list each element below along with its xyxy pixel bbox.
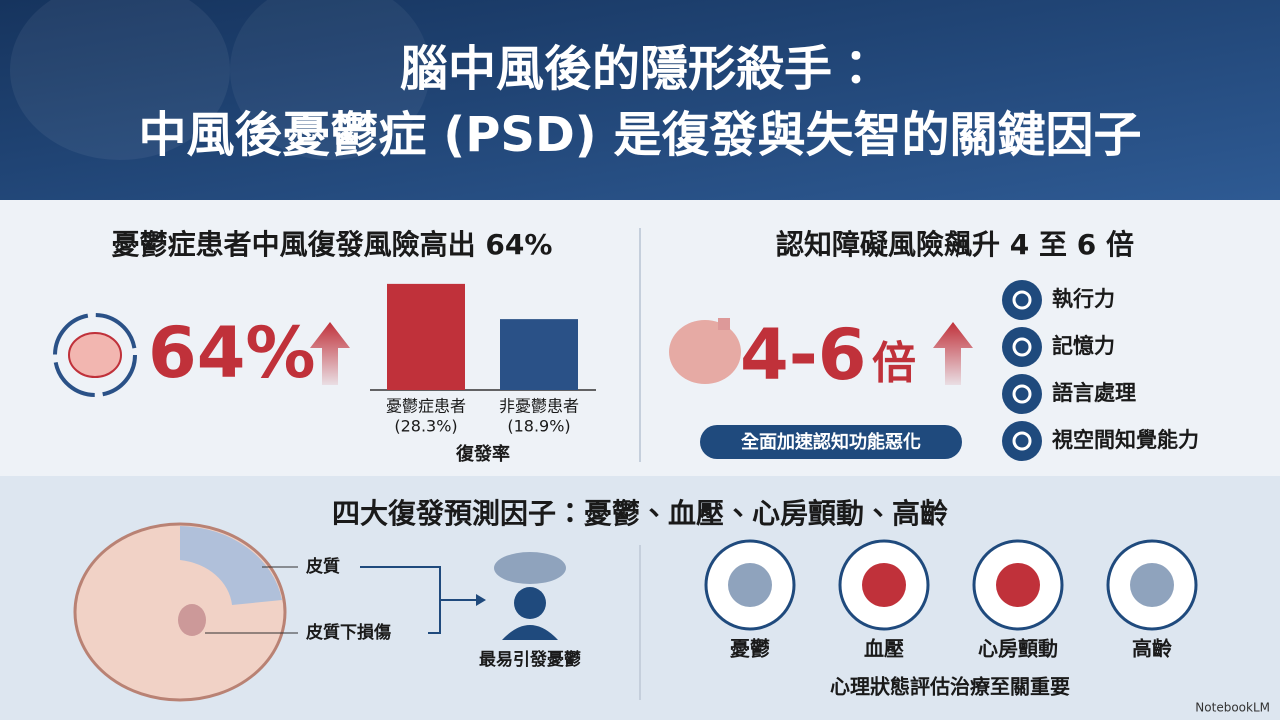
bracket (360, 566, 476, 634)
factor-label: 高齡 (1132, 637, 1172, 661)
arrow-head (476, 594, 486, 606)
header-deco (10, 0, 230, 160)
lesion-label: 皮質 (306, 556, 340, 577)
factor-icon-inner (996, 563, 1040, 607)
lesion-area (180, 526, 282, 605)
factor-label: 憂鬱 (730, 637, 770, 661)
up-arrow (310, 322, 350, 385)
watermark: NotebookLM (1195, 701, 1270, 715)
brain-icon (669, 320, 741, 384)
cycle-icon (53, 313, 137, 397)
brain-icon (68, 332, 122, 378)
domain-icon (1002, 327, 1042, 367)
factor-icon-inner (1130, 563, 1174, 607)
badge (700, 425, 962, 459)
badge-text: 全面加速認知功能惡化 (741, 431, 921, 453)
factor-icon-inner (728, 563, 772, 607)
domain-label: 記憶力 (1052, 334, 1115, 358)
domain-icon-inner (1012, 337, 1032, 357)
factor-label: 心房顫動 (978, 637, 1058, 661)
bar-value-label: (18.9%) (507, 417, 570, 436)
section-heading: 憂鬱症患者中風復發風險高出 64% (112, 228, 553, 261)
domain-icon-inner (1012, 431, 1032, 451)
stat: 4-6 (740, 314, 866, 396)
domain-label: 語言處理 (1052, 381, 1136, 405)
bar (387, 283, 465, 390)
domain-label: 執行力 (1052, 287, 1115, 311)
factor-icon-inner (862, 563, 906, 607)
header-bg (0, 0, 1280, 200)
section-heading: 四大復發預測因子：憂鬱、血壓、心房顫動、高齡 (332, 497, 948, 530)
title-line: 腦中風後的隱形殺手： (400, 41, 880, 97)
domain-icon-inner (1012, 290, 1032, 310)
domain-label: 視空間知覺能力 (1051, 428, 1199, 452)
factor-label: 血壓 (864, 637, 904, 661)
header-deco (230, 0, 430, 160)
outcome-label: 最易引發憂鬱 (479, 649, 581, 670)
lesion-subcortical (178, 604, 206, 636)
bar-value-label: (28.3%) (394, 417, 457, 436)
bar-axis-label: 復發率 (456, 443, 510, 465)
title-line: 中風後憂鬱症 (PSD) 是復發與失智的關鍵因子 (139, 107, 1142, 163)
bar (500, 319, 578, 390)
up-arrow (933, 322, 973, 385)
domain-icon (1002, 374, 1042, 414)
domain-icon (1002, 280, 1042, 320)
domain-icon (1002, 421, 1042, 461)
person-icon (502, 625, 558, 640)
stat: 64% (148, 312, 316, 394)
section-heading: 認知障礙風險飆升 4 至 6 倍 (776, 228, 1134, 261)
domain-icon-inner (1012, 384, 1032, 404)
cloud-icon (494, 552, 566, 584)
bar-category: 憂鬱症患者 (386, 397, 466, 416)
stat-unit: 倍 (872, 338, 916, 389)
note: 心理狀態評估治療至關重要 (830, 675, 1070, 699)
person-icon (514, 587, 546, 619)
pixel-deco (718, 318, 730, 330)
lesion-label: 皮質下損傷 (306, 622, 391, 643)
bar-category: 非憂鬱患者 (499, 397, 579, 416)
